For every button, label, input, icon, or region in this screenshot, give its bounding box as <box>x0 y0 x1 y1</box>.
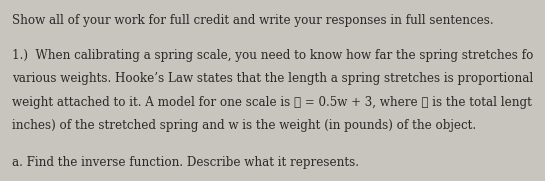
Text: a. Find the inverse function. Describe what it represents.: a. Find the inverse function. Describe w… <box>12 156 359 169</box>
Text: Show all of your work for full credit and write your responses in full sentences: Show all of your work for full credit an… <box>12 14 494 27</box>
Text: 1.)  When calibrating a spring scale, you need to know how far the spring stretc: 1.) When calibrating a spring scale, you… <box>12 49 534 62</box>
Text: inches) of the stretched spring and w is the weight (in pounds) of the object.: inches) of the stretched spring and w is… <box>12 119 476 132</box>
Text: weight attached to it. A model for one scale is ℓ = 0.5w + 3, where ℓ is the tot: weight attached to it. A model for one s… <box>12 96 532 109</box>
Text: various weights. Hooke’s Law states that the length a spring stretches is propor: various weights. Hooke’s Law states that… <box>12 72 533 85</box>
